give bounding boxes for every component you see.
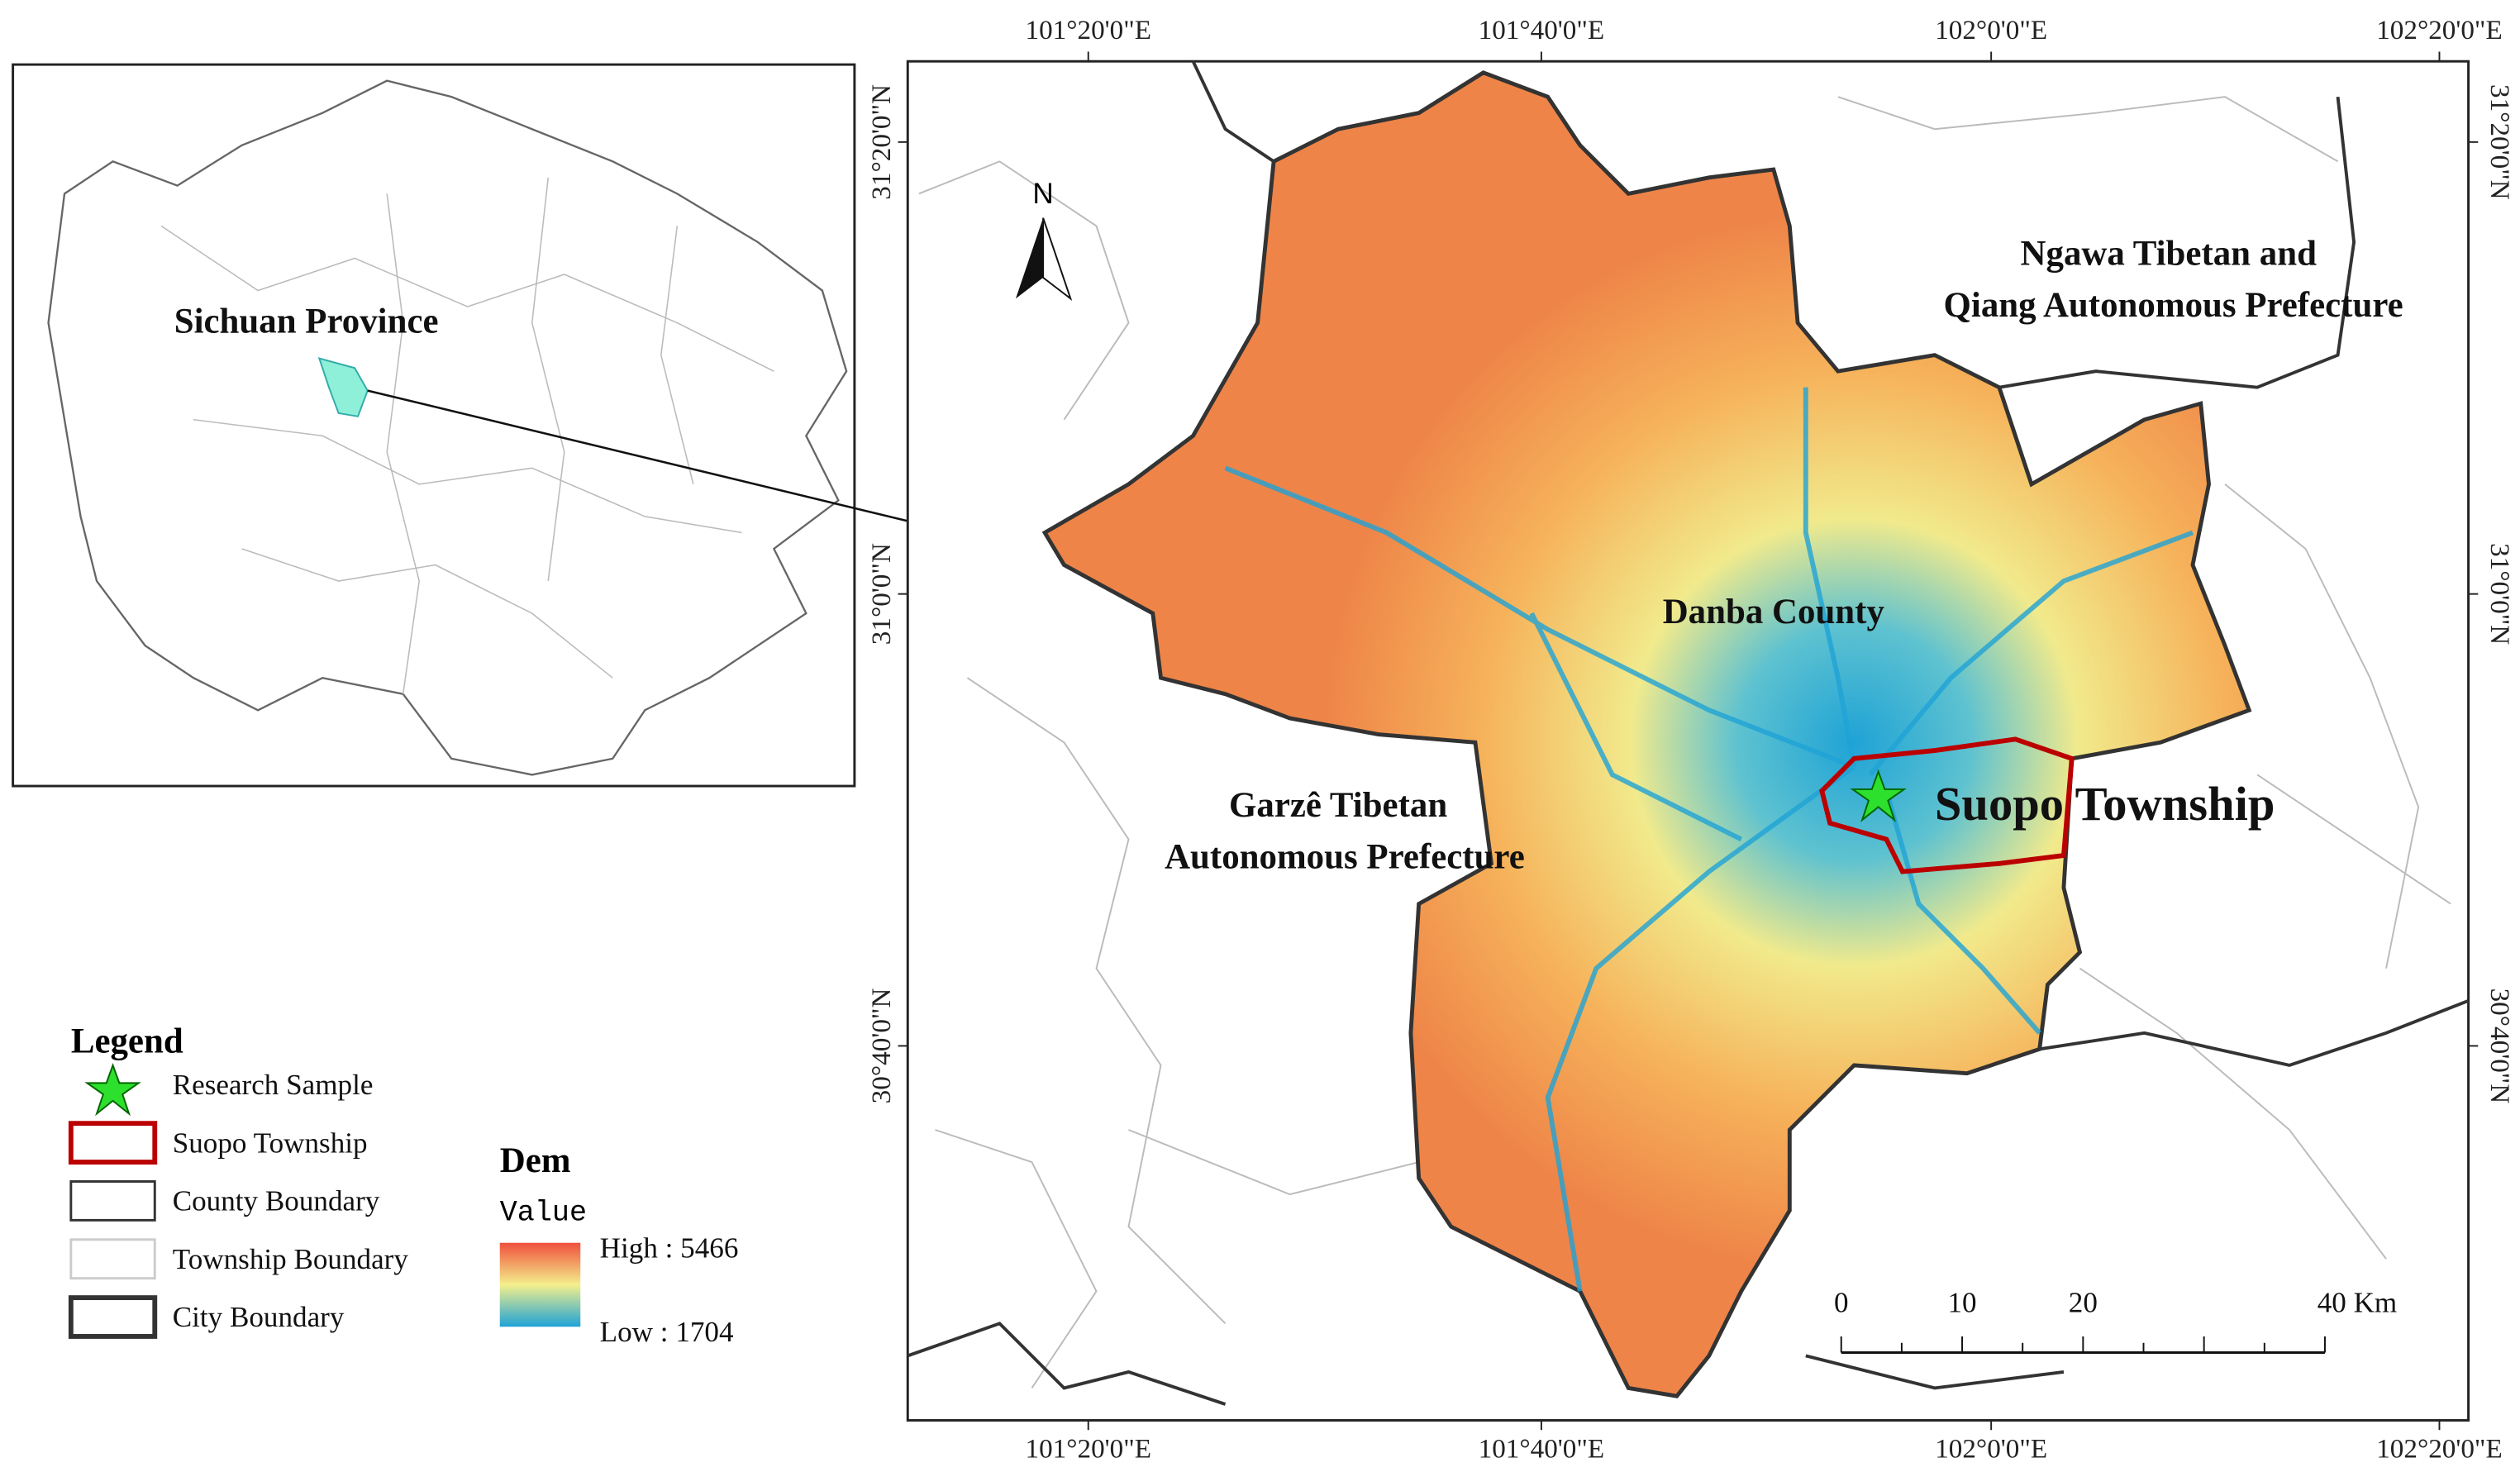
top-tick-label: 102°20'0"E <box>2376 15 2502 45</box>
legend-suopo <box>68 1121 158 1165</box>
research-sample <box>1850 769 1907 822</box>
garze-label: Autonomous Prefecture <box>1165 838 1525 877</box>
bottom-tick-label: 102°20'0"E <box>2376 1433 2502 1464</box>
scale-label: 20 <box>2069 1287 2098 1319</box>
legend-item: City Boundary <box>173 1301 345 1333</box>
suopo-label: Suopo Township <box>1935 777 2275 831</box>
north-label: N <box>1032 178 1053 210</box>
left-tick-label: 31°20'0"N <box>866 84 897 200</box>
township-boundaries <box>918 96 2451 1389</box>
ngawa-label: Qiang Autonomous Prefecture <box>1944 286 2403 325</box>
legend-title: Legend <box>71 1022 183 1060</box>
legend-item: Suopo Township <box>173 1127 368 1159</box>
right-tick-label: 31°20'0"N <box>2484 84 2515 200</box>
legend-township <box>69 1238 156 1280</box>
inset-map: Sichuan Province <box>12 63 856 788</box>
legend-item: Township Boundary <box>173 1243 409 1275</box>
dem-title: Dem <box>500 1141 571 1180</box>
inset-label: Sichuan Province <box>174 302 439 341</box>
scale-label: 0 <box>1834 1287 1849 1319</box>
danba-highlight <box>317 357 369 417</box>
garze-label: Garzê Tibetan <box>1229 786 1447 825</box>
scale-label: 10 <box>1947 1287 1976 1319</box>
legend: Legend Research Sample Suopo Township Coun… <box>68 1022 739 1348</box>
top-tick-label: 101°40'0"E <box>1479 15 1604 45</box>
bottom-tick-label: 102°0'0"E <box>1935 1433 2047 1464</box>
top-tick-label: 102°0'0"E <box>1935 15 2047 45</box>
left-tick-label: 31°0'0"N <box>866 543 897 645</box>
inset-boundaries <box>160 177 774 694</box>
dem-low: Low : 1704 <box>600 1316 734 1348</box>
top-tick-label: 101°20'0"E <box>1026 15 1151 45</box>
dem-subtitle: Value <box>500 1196 587 1229</box>
bottom-tick-label: 101°20'0"E <box>1026 1433 1151 1464</box>
legend-star <box>84 1063 141 1117</box>
ngawa-label: Ngawa Tibetan and <box>2021 234 2318 273</box>
sichuan-outline <box>47 79 848 776</box>
right-tick-label: 31°0'0"N <box>2484 543 2515 645</box>
main-map: N Ngawa Tibetan and Qiang Autonomous Pre… <box>906 60 2470 1422</box>
coordinate-ticks: 101°20'0"E 101°40'0"E 102°0'0"E 102°20'0"E 1… <box>866 15 2515 1465</box>
legend-city <box>68 1295 158 1339</box>
bottom-tick-label: 101°40'0"E <box>1479 1433 1604 1464</box>
scale-label: 40 Km <box>2318 1287 2398 1319</box>
legend-item: Research Sample <box>173 1069 374 1101</box>
dem-high: High : 5466 <box>600 1231 739 1264</box>
left-tick-label: 30°40'0"N <box>866 988 897 1104</box>
suopo-outline <box>1819 736 2075 874</box>
city-boundaries <box>907 60 2470 1406</box>
river-valleys <box>1224 387 2194 1292</box>
legend-item: County Boundary <box>173 1185 380 1217</box>
dem-ramp <box>499 1242 581 1327</box>
danba-label: Danba County <box>1663 593 1885 631</box>
legend-county <box>69 1180 156 1222</box>
right-tick-label: 30°40'0"N <box>2484 988 2515 1104</box>
north-arrow-right <box>1042 217 1073 302</box>
scale-bar: 0 10 20 40 Km <box>1834 1287 2398 1354</box>
